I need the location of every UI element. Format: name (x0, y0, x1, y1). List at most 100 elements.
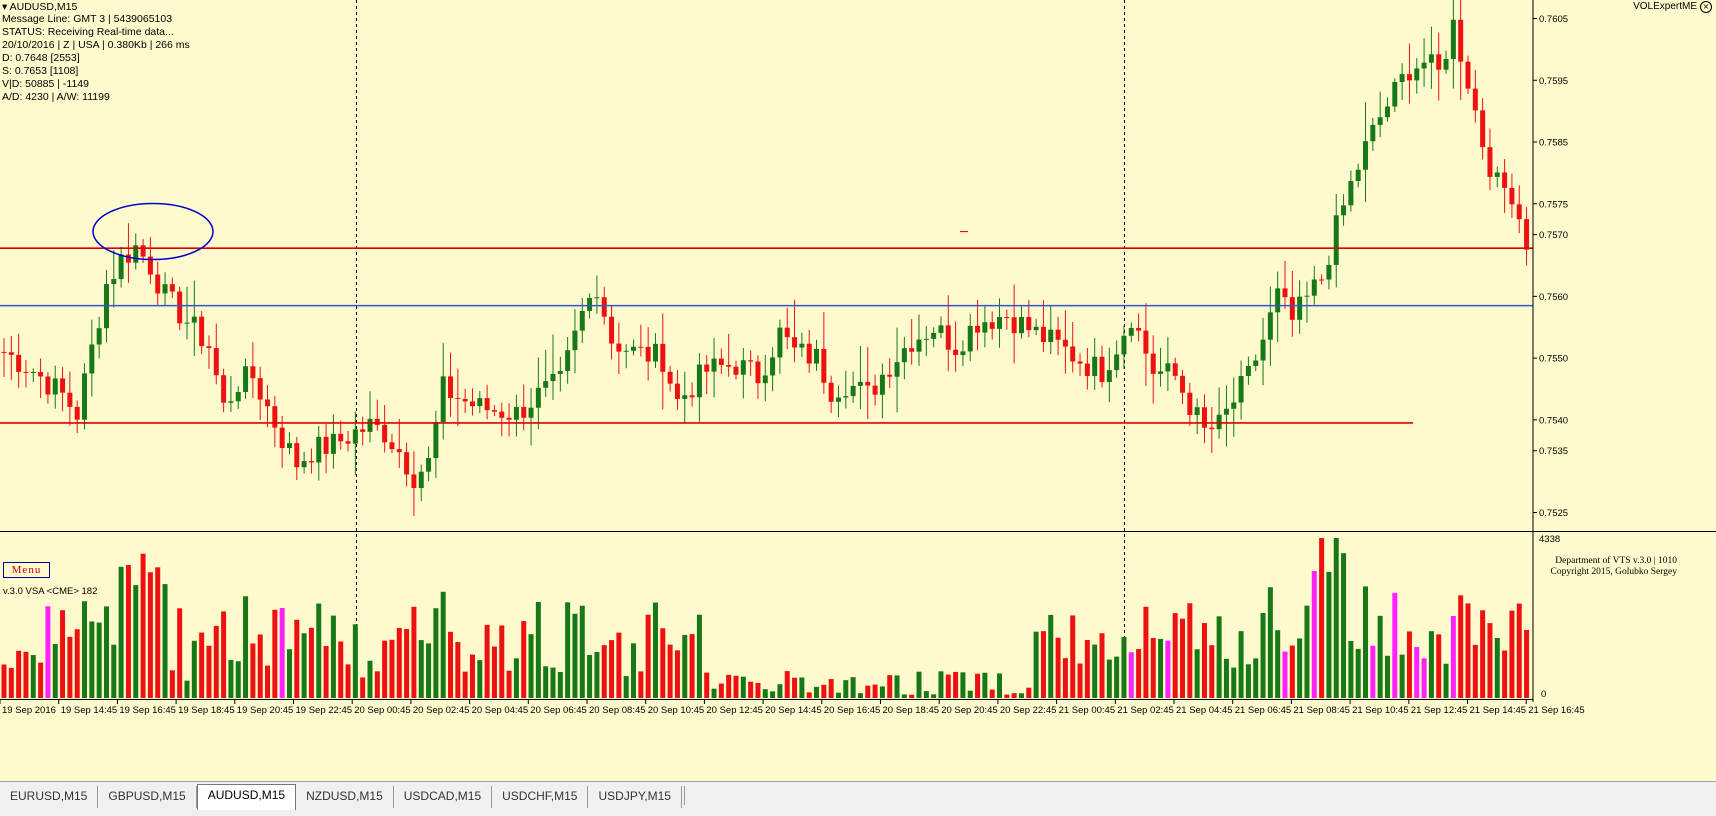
volume-bar-bear (308, 627, 314, 698)
candle-bear (784, 327, 790, 338)
candle-bull (572, 330, 578, 351)
candle-bear (448, 376, 454, 398)
candle-bear (726, 364, 732, 367)
time-tick-label: 20 Sep 16:45 (824, 705, 881, 716)
candle-bull (631, 346, 637, 351)
tab-gbpusd-m15[interactable]: GBPUSD,M15 (98, 786, 197, 808)
candle-bear (360, 429, 366, 432)
volume-bar-bull (1194, 649, 1200, 698)
volume-bar-bull (1048, 614, 1054, 698)
candle-bull (1158, 371, 1164, 374)
candle-bull (440, 376, 446, 422)
volume-bar-bull (850, 677, 856, 698)
candle-bear (257, 378, 263, 400)
volume-bar-bull (184, 680, 190, 698)
candle-bear (989, 322, 995, 329)
time-tick-label: 21 Sep 16:45 (1528, 705, 1585, 716)
volume-bar-bear (828, 679, 834, 698)
time-tick-label: 21 Sep 12:45 (1411, 705, 1468, 716)
candle-bull (1114, 354, 1120, 371)
price-tick-label: 0.7605 (1539, 14, 1568, 25)
candle-bull (565, 350, 571, 371)
volume-bar-bear (1070, 615, 1076, 698)
volume-bar-bull (740, 676, 746, 698)
price-tick-label: 0.7570 (1539, 230, 1568, 241)
volume-bar-bear (67, 636, 73, 698)
candle-bear (1, 351, 7, 353)
volume-bar-bull (938, 671, 944, 698)
candle-bear (506, 417, 512, 420)
candle-bull (711, 358, 717, 372)
time-tick-label: 20 Sep 08:45 (589, 705, 646, 716)
volume-bar-climax (1421, 658, 1427, 698)
info-date: 20/10/2016 | Z | USA | 0.380Kb | 266 ms (2, 39, 190, 51)
candle-bull (550, 373, 556, 382)
volume-bar-bear (1187, 603, 1193, 698)
volume-bar-bull (762, 689, 768, 698)
volume-bar-bear (1136, 649, 1142, 698)
tab-nzdusd-m15[interactable]: NZDUSD,M15 (296, 786, 394, 808)
volume-bar-bear (265, 665, 271, 698)
candle-bull (330, 433, 336, 454)
candle-bull (799, 343, 805, 348)
volume-bar-bear (865, 685, 871, 698)
highlight-ellipse[interactable] (92, 202, 214, 261)
candle-bull (901, 348, 907, 363)
volume-bar-bear (74, 629, 80, 698)
volume-bar-bear (125, 565, 131, 698)
candle-bull (1348, 181, 1354, 206)
tab-usdjpy-m15[interactable]: USDJPY,M15 (588, 786, 682, 808)
price-tick-label: 0.7560 (1539, 292, 1568, 303)
close-icon[interactable]: × (1700, 1, 1712, 13)
copyright-line-1: Department of VTS v.3.0 | 1010 (1555, 556, 1677, 566)
menu-button[interactable]: Menu (3, 562, 50, 578)
candle-bear (294, 443, 300, 468)
volume-bar-bull (1363, 586, 1369, 698)
tab-eurusd-m15[interactable]: EURUSD,M15 (0, 786, 99, 808)
volume-bar-bull (243, 596, 249, 698)
volume-bar-bear (140, 553, 146, 698)
candle-bull (652, 343, 658, 362)
collapse-icon[interactable]: ▾ (2, 1, 8, 13)
volume-bar-bear (199, 632, 205, 698)
volume-bar-bull (1216, 616, 1222, 698)
chart-title: ▾ AUDUSD,M15 (2, 1, 77, 13)
volume-bar-bull (711, 688, 717, 698)
volume-bar-bear (455, 642, 461, 698)
candle-bull (111, 279, 117, 285)
tab-usdcad-m15[interactable]: USDCAD,M15 (394, 786, 493, 808)
candle-bear (462, 398, 468, 402)
candle-bear (147, 256, 153, 275)
candle-bull (543, 381, 549, 388)
volume-bar-bear (147, 572, 153, 698)
time-tick-label: 20 Sep 00:45 (354, 705, 411, 716)
tab-audusd-m15[interactable]: AUDUSD,M15 (196, 784, 297, 810)
volume-bar-bear (338, 641, 344, 698)
volume-bar-bull (330, 615, 336, 698)
volume-bar-bear (1150, 637, 1156, 698)
volume-bar-bear (1143, 606, 1149, 698)
candle-bull (740, 360, 746, 375)
volume-bar-bear (38, 662, 44, 698)
time-tick-label: 20 Sep 12:45 (706, 705, 763, 716)
candle-bull (1194, 407, 1200, 415)
candle-bull (967, 325, 973, 352)
volume-bar-bull (799, 677, 805, 698)
candle-bear (953, 349, 959, 356)
candle-bear (374, 418, 380, 425)
candle-bull (1333, 215, 1339, 265)
volume-bar-bull (579, 605, 585, 698)
tab-usdchf-m15[interactable]: USDCHF,M15 (492, 786, 589, 808)
time-tick-label: 21 Sep 02:45 (1117, 705, 1174, 716)
candle-bear (1289, 297, 1295, 320)
candle-bear (1436, 54, 1442, 70)
candle-bear (1524, 219, 1530, 250)
candle-bear (660, 343, 666, 372)
volume-bar-bear (1472, 644, 1478, 698)
volume-bar-bear (726, 674, 732, 698)
candle-bear (23, 371, 29, 373)
volume-bar-bull (1158, 638, 1164, 698)
volume-bar-bull (133, 585, 139, 698)
info-volume-delta: V|D: 50885 | -1149 (2, 78, 89, 90)
